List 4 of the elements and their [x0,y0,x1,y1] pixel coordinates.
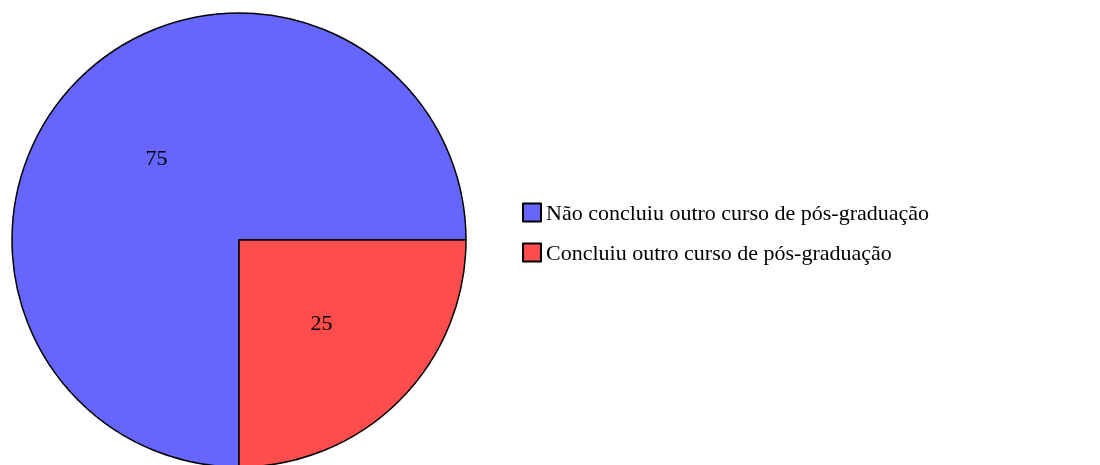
legend-label: Não concluiu outro curso de pós-graduação [546,200,930,225]
legend-label: Concluiu outro curso de pós-graduação [546,240,892,265]
data-label: 25 [310,309,333,335]
data-label: 75 [145,145,168,171]
